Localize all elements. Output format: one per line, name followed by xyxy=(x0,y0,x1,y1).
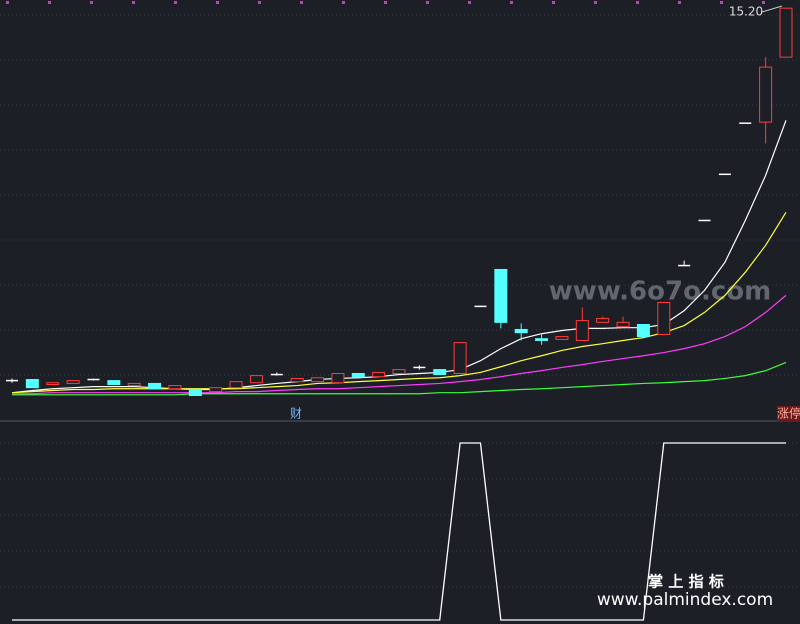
top-dot xyxy=(342,1,345,4)
moving-average xyxy=(11,211,787,394)
candle-body xyxy=(168,385,182,390)
candle-body xyxy=(596,317,610,323)
high-label-pointer xyxy=(761,5,783,13)
candle-body xyxy=(66,380,80,384)
indicator-line xyxy=(12,442,786,621)
watermark: www.palmindex.com xyxy=(597,590,773,610)
top-dot xyxy=(90,1,93,4)
candle-body xyxy=(555,336,569,340)
moving-average xyxy=(11,120,787,394)
candle-body xyxy=(392,369,406,374)
top-dot xyxy=(384,1,387,4)
candle-body xyxy=(127,382,141,387)
top-dot xyxy=(132,1,135,4)
candle-body xyxy=(249,375,263,384)
top-dot xyxy=(258,1,261,4)
candle-body xyxy=(514,328,528,334)
candle-body xyxy=(229,381,243,389)
top-dot xyxy=(174,1,177,4)
background-rules xyxy=(0,1,800,588)
candle-body xyxy=(107,380,121,385)
top-dot xyxy=(720,1,723,4)
marker-badge xyxy=(777,406,800,422)
candle-body xyxy=(759,66,773,123)
candle-body xyxy=(616,321,630,328)
top-dot xyxy=(468,1,471,4)
candle-body xyxy=(779,7,793,58)
candle-body xyxy=(311,377,325,383)
candle-body xyxy=(535,338,549,341)
watermark: 掌 上 指 标 xyxy=(648,573,724,591)
top-dot xyxy=(762,1,765,4)
top-dot xyxy=(510,1,513,4)
top-dot xyxy=(552,1,555,4)
top-dot xyxy=(678,1,681,4)
top-dot xyxy=(636,1,639,4)
moving-average xyxy=(12,294,787,395)
candle-body xyxy=(433,369,447,376)
candle-body xyxy=(188,388,202,397)
watermark: www.6o7o.com xyxy=(549,277,771,307)
candle-body xyxy=(209,387,223,393)
moving-average xyxy=(12,361,787,396)
top-dot xyxy=(594,1,597,4)
candle-body xyxy=(331,372,345,384)
top-dot xyxy=(48,1,51,4)
high-label: 15.20 xyxy=(729,5,763,19)
candle-body xyxy=(290,377,304,383)
candle-body xyxy=(636,323,650,338)
candle-body xyxy=(46,382,60,385)
candle-body xyxy=(494,268,508,323)
top-dot xyxy=(6,1,9,4)
candle-body xyxy=(148,382,162,390)
candle-body xyxy=(25,379,39,389)
event-marker: 财 xyxy=(290,407,302,421)
top-dot xyxy=(300,1,303,4)
candle-body xyxy=(657,301,671,335)
limit-up-marker: 涨停 xyxy=(777,406,800,421)
top-dot xyxy=(426,1,429,4)
top-dot xyxy=(216,1,219,4)
candle-body xyxy=(453,342,467,374)
candle-body xyxy=(575,320,589,341)
candle-body xyxy=(351,372,365,378)
candle-body xyxy=(372,371,386,378)
